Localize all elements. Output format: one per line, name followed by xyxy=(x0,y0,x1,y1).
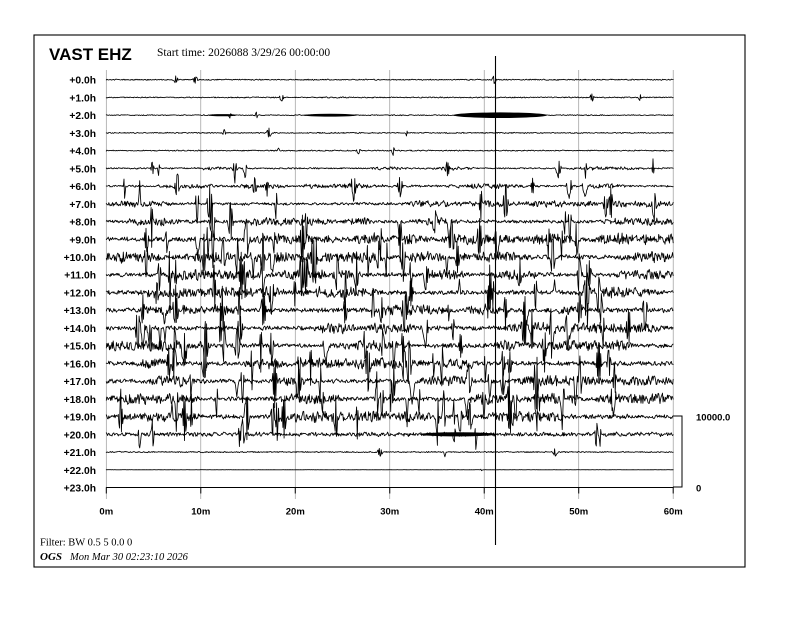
svg-text:50m: 50m xyxy=(569,506,588,517)
svg-text:+11.0h: +11.0h xyxy=(64,271,96,282)
svg-text:Start time: 2026088 3/29/26 0: Start time: 2026088 3/29/26 00:00:00 xyxy=(157,47,330,59)
svg-text:+15.0h: +15.0h xyxy=(64,342,96,353)
svg-text:+1.0h: +1.0h xyxy=(69,93,96,104)
svg-text:10m: 10m xyxy=(191,506,210,517)
svg-text:+3.0h: +3.0h xyxy=(69,129,96,140)
svg-text:30m: 30m xyxy=(380,506,399,517)
svg-text:+10.0h: +10.0h xyxy=(64,253,96,264)
svg-text:+0.0h: +0.0h xyxy=(69,76,96,87)
svg-text:+2.0h: +2.0h xyxy=(69,111,96,122)
svg-text:+14.0h: +14.0h xyxy=(64,324,96,335)
svg-text:40m: 40m xyxy=(475,506,494,517)
svg-text:+12.0h: +12.0h xyxy=(64,288,96,299)
svg-text:OGS: OGS xyxy=(40,551,62,563)
svg-text:+7.0h: +7.0h xyxy=(69,200,96,211)
svg-text:0m: 0m xyxy=(99,506,113,517)
svg-text:+4.0h: +4.0h xyxy=(69,147,96,158)
svg-text:VAST EHZ: VAST EHZ xyxy=(49,45,132,64)
svg-text:+23.0h: +23.0h xyxy=(64,483,96,494)
svg-text:10000.0: 10000.0 xyxy=(696,413,730,424)
svg-text:0: 0 xyxy=(696,484,701,495)
svg-text:+18.0h: +18.0h xyxy=(64,395,96,406)
svg-text:+17.0h: +17.0h xyxy=(64,377,96,388)
svg-text:+5.0h: +5.0h xyxy=(69,164,96,175)
svg-text:+21.0h: +21.0h xyxy=(64,448,96,459)
svg-text:+16.0h: +16.0h xyxy=(64,359,96,370)
svg-text:+6.0h: +6.0h xyxy=(69,182,96,193)
svg-text:60m: 60m xyxy=(664,506,683,517)
svg-text:+13.0h: +13.0h xyxy=(64,306,96,317)
svg-text:+9.0h: +9.0h xyxy=(69,235,96,246)
svg-text:+19.0h: +19.0h xyxy=(64,413,96,424)
svg-text:Filter: BW 0.5 5 0.0 0: Filter: BW 0.5 5 0.0 0 xyxy=(40,538,132,549)
svg-text:+22.0h: +22.0h xyxy=(64,466,96,477)
svg-text:20m: 20m xyxy=(286,506,305,517)
svg-text:Mon Mar 30 02:23:10 2026: Mon Mar 30 02:23:10 2026 xyxy=(69,552,189,563)
svg-text:+20.0h: +20.0h xyxy=(64,430,96,441)
svg-text:+8.0h: +8.0h xyxy=(69,218,96,229)
